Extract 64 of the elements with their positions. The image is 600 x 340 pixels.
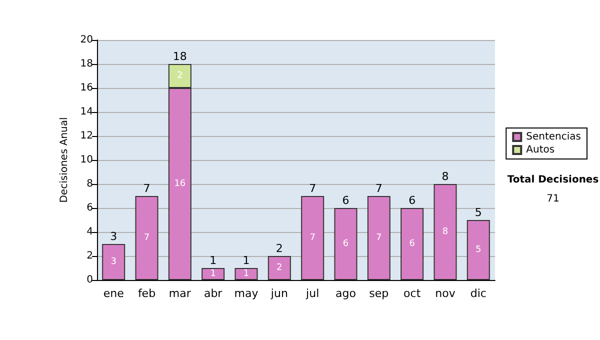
total-label: 5 [474, 206, 482, 219]
y-tick-label: 12 [80, 130, 93, 142]
data-label: 5 [476, 245, 482, 255]
data-label: 16 [174, 179, 186, 189]
data-label: 7 [310, 233, 316, 243]
y-tick-label: 10 [80, 154, 93, 166]
x-tick-label: feb [138, 287, 156, 300]
total-label: 6 [342, 194, 350, 207]
y-tick-label: 18 [80, 58, 93, 70]
x-tick-label: oct [404, 287, 422, 300]
bar [400, 208, 424, 280]
legend-label: Autos [526, 144, 555, 156]
total-label: 8 [442, 170, 449, 183]
x-tick-label: ago [336, 287, 356, 300]
y-tick-label: 2 [86, 250, 93, 262]
data-label: 7 [376, 233, 382, 243]
y-tick-label: 4 [86, 226, 93, 238]
data-label: 6 [342, 239, 349, 249]
x-tick-label: sep [369, 287, 389, 300]
bar [202, 268, 225, 280]
y-tick-label: 14 [80, 106, 93, 118]
bar [102, 244, 126, 280]
x-tick-label: nov [435, 287, 456, 300]
y-tick-label: 0 [86, 274, 93, 286]
total-label: 18 [172, 50, 187, 63]
data-label: 1 [243, 269, 250, 279]
x-tick-label: abr [204, 287, 223, 300]
x-tick-label: mar [168, 287, 192, 300]
total-label: 6 [408, 194, 416, 207]
bar [434, 184, 457, 280]
x-tick-label: ene [103, 287, 124, 300]
data-label: 6 [409, 239, 416, 249]
y-axis-title: Decisiones Anual [58, 117, 70, 203]
data-label: 3 [110, 257, 116, 267]
total-label: 7 [143, 182, 150, 195]
data-label: 1 [210, 269, 216, 279]
text: 71 [546, 194, 560, 204]
bar [466, 220, 490, 280]
data-label: 7 [144, 233, 150, 243]
total-label: 7 [309, 182, 316, 195]
x-tick-label: dic [470, 287, 486, 300]
data-label: 2 [276, 263, 282, 273]
total-label: 7 [375, 182, 382, 195]
bar [367, 196, 390, 280]
y-tick-label: 8 [86, 178, 93, 190]
y-tick-label: 16 [80, 82, 93, 94]
x-tick-label: jul [305, 287, 320, 300]
y-tick-label: 6 [86, 202, 93, 214]
total-label: 3 [110, 230, 118, 243]
bar [334, 208, 358, 280]
bar [301, 196, 324, 280]
text: Total Decisiones [507, 174, 599, 186]
data-label: 2 [177, 71, 183, 81]
bar [234, 268, 258, 280]
total-label: 2 [276, 242, 283, 255]
x-tick-label: jun [270, 287, 288, 300]
y-tick-label: 20 [80, 34, 93, 46]
x-tick-label: may [234, 287, 259, 300]
total-label: 1 [210, 254, 217, 267]
bar [135, 196, 158, 280]
data-label: 8 [442, 227, 448, 237]
legend-label: Sentencias [526, 132, 582, 142]
total-label: 1 [242, 254, 250, 267]
bar [268, 256, 291, 280]
